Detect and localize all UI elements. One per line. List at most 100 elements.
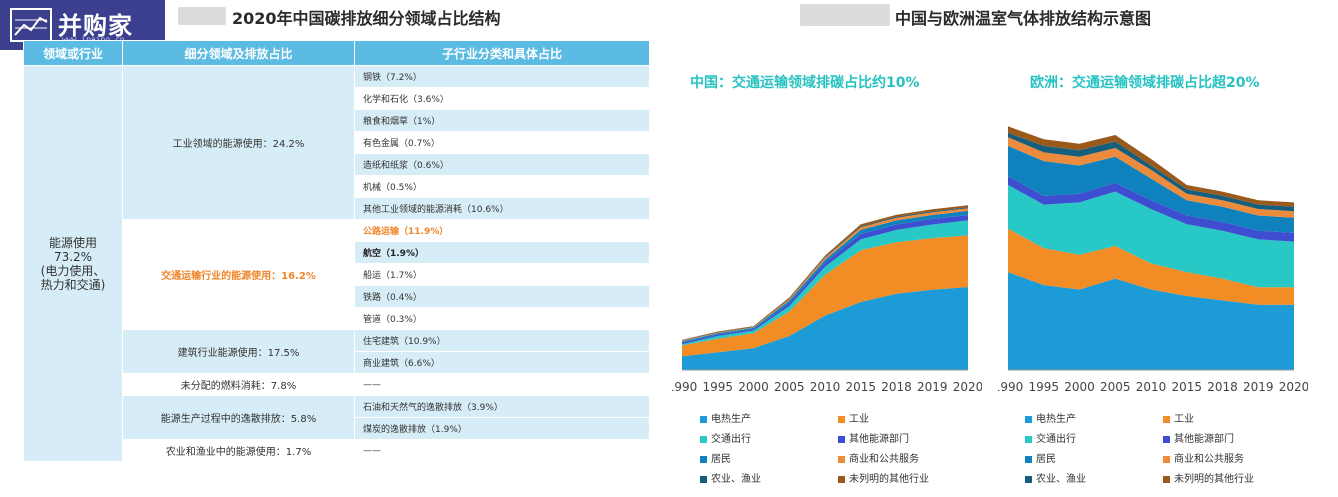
sub-item: 航空（1.9%） [354,241,650,264]
sub-item: 管道（0.3%） [354,307,650,330]
legend-label: 工业 [1174,414,1194,425]
group-label: 未分配的燃料消耗：7.8% [122,373,355,396]
chart-logo-icon [10,8,52,42]
legend-swatch [1025,455,1032,463]
sub-item: 机械（0.5%） [354,175,650,198]
sub-item: 有色金属（0.7%） [354,131,650,154]
legend-item: 交通出行 [1025,430,1076,445]
legend-swatch [700,455,707,463]
sub-item: 住宅建筑（10.9%） [354,329,650,352]
legend-label: 商业和公共服务 [849,454,919,465]
left-title: 2020年中国碳排放细分领域占比结构 [232,9,501,28]
legend-item: 未列明的其他行业 [838,470,929,485]
emission-table: 领域或行业 细分领域及排放占比 子行业分类和具体占比 能源使用 73.2% (电… [23,40,650,462]
right-title: 中国与欧洲温室气体排放结构示意图 [895,9,1152,28]
sub-item: 煤炭的逸散排放（1.9%） [354,417,650,440]
legend-swatch [1163,455,1170,463]
legend-item: 其他能源部门 [1163,430,1234,445]
legend-label: 居民 [711,454,731,465]
sub-item: 其他工业领域的能源消耗（10.6%） [354,197,650,220]
legend-swatch [838,435,845,443]
legend-item: 其他能源部门 [838,430,909,445]
legend-item: 未列明的其他行业 [1163,470,1254,485]
group-label: 农业和渔业中的能源使用：1.7% [122,439,355,462]
legend-label: 农业、渔业 [1036,474,1086,485]
sub-item: 船运（1.7%） [354,263,650,286]
legend-label: 居民 [1036,454,1056,465]
europe-chart-title: 欧洲：交通运输领域排碳占比超20% [1030,75,1260,91]
legend-swatch [700,415,707,423]
x-tick-label: 2020 [1279,380,1308,394]
x-tick-label: 2019 [917,380,948,394]
europe-area-chart: 1990 1995 2000 2005 2010 2015 2018 2019 2020 [998,126,1308,394]
sub-item: 化学和石化（3.6%） [354,87,650,110]
x-tick-label: 2020 [953,380,982,394]
legend-label: 交通出行 [1036,434,1076,445]
sub-item: 商业建筑（6.6%） [354,351,650,374]
series-area-交通出行 [1008,185,1294,288]
legend-label: 其他能源部门 [849,434,909,445]
x-tick-label: 1990 [998,380,1023,394]
group-label: 交通运输行业的能源使用：16.2% [122,219,355,330]
legend-item: 工业 [1163,410,1194,425]
legend-swatch [1163,415,1170,423]
legend-swatch [838,415,845,423]
series-area-电热生产 [1008,272,1294,370]
x-tick-label: 2000 [738,380,769,394]
x-tick-label: 2005 [1100,380,1131,394]
legend-swatch [1163,475,1170,483]
x-tick-label: 2015 [1171,380,1202,394]
sub-item: 石油和天然气的逸散排放（3.9%） [354,395,650,418]
energy-use-value: 73.2% [53,249,93,264]
series-area-工业 [1008,228,1294,305]
logo-text: 并购家 [58,12,133,40]
legend-swatch [700,435,707,443]
legend-item: 工业 [838,410,869,425]
x-tick-label: 2019 [1243,380,1274,394]
x-tick-label: 2000 [1064,380,1095,394]
sub-item: 公路运输（11.9%） [354,219,650,242]
legend-item: 农业、渔业 [1025,470,1086,485]
china-chart-title: 中国：交通运输领域排碳占比约10% [690,75,920,91]
legend-item: 交通出行 [700,430,751,445]
energy-use-cell: 能源使用 73.2% (电力使用、 热力和交通) [23,65,123,462]
sub-item: —— [354,439,650,462]
table-header: 领域或行业 [23,40,123,66]
series-area-工业 [682,235,968,357]
legend-label: 未列明的其他行业 [849,474,929,485]
x-tick-label: 2005 [774,380,805,394]
x-tick-label: 1995 [702,380,733,394]
series-area-商业和公共服务 [1008,137,1294,218]
legend-label: 其他能源部门 [1174,434,1234,445]
x-tick-label: 1995 [1028,380,1059,394]
table-header: 子行业分类和具体占比 [354,40,650,66]
series-area-农业、渔业 [1008,132,1294,212]
series-area-其他能源部门 [1008,176,1294,242]
legend-item: 商业和公共服务 [1163,450,1244,465]
europe-legend: 电热生产 工业交通出行 其他能源部门居民 商业和公共服务农业、渔业 未列明的其他行业 [1025,410,1315,490]
sub-item: 粮食和烟草（1%） [354,109,650,132]
legend-item: 居民 [700,450,731,465]
x-tick-label: 2010 [1136,380,1167,394]
x-tick-label: 2018 [1207,380,1238,394]
table-header: 细分领域及排放占比 [122,40,355,66]
series-area-居民 [1008,145,1294,233]
group-label: 工业领域的能源使用：24.2% [122,65,355,220]
legend-swatch [838,455,845,463]
legend-label: 未列明的其他行业 [1174,474,1254,485]
legend-item: 电热生产 [700,410,751,425]
legend-item: 商业和公共服务 [838,450,919,465]
sub-item: 铁路（0.4%） [354,285,650,308]
series-area-交通出行 [682,220,968,346]
blurred-mark [800,4,890,26]
blurred-mark [178,7,226,25]
x-tick-label: 2015 [845,380,876,394]
legend-label: 工业 [849,414,869,425]
series-area-未列明的其他行业 [1008,126,1294,207]
legend-item: 电热生产 [1025,410,1076,425]
legend-swatch [1163,435,1170,443]
sub-item: 钢铁（7.2%） [354,65,650,88]
logo-url: www.ipaipo.cn [62,35,125,44]
energy-use-label: 能源使用 [48,235,97,250]
china-legend: 电热生产 工业 交通出行 其他能源部门 居民 商业和公共服务 农业、渔业 未列明的其他行业 [700,410,990,490]
